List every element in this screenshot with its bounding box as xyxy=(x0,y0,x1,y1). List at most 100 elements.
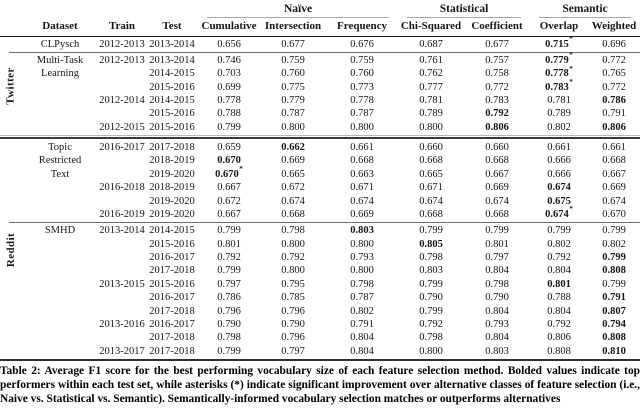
cell-value: 0.791 xyxy=(602,108,626,120)
cell-test: 2015-2016 xyxy=(149,81,195,93)
cell-value: 0.790 xyxy=(485,292,509,304)
significance-star: * xyxy=(239,164,243,174)
cell-value: 0.666 xyxy=(547,155,571,167)
cell-value: 0.804 xyxy=(485,332,509,344)
cell-value: 0.781 xyxy=(547,95,571,107)
cell-value: 0.798 xyxy=(217,332,241,344)
cell-value: 0.787 xyxy=(350,292,374,304)
cell-value: 0.799 xyxy=(217,265,241,277)
cell-value: 0.790 xyxy=(217,319,241,331)
cell-value: 0.760 xyxy=(281,68,305,80)
cell-train: 2016-2018 xyxy=(99,182,145,194)
platform-label: Twitter xyxy=(5,67,18,105)
table-row: 2019-2020 0.670* 0.665 0.663 0.665 0.667 0.666… xyxy=(98,165,640,181)
cell-test: 2019-2020 xyxy=(149,195,195,207)
dataset-name: CLPysch xyxy=(22,38,98,51)
cell-value: 0.793 xyxy=(485,319,509,331)
group-label-semantic: Semantic xyxy=(562,3,608,16)
cell-train: 2016-2019 xyxy=(99,208,145,220)
cell-value: 0.761 xyxy=(419,54,443,66)
cell-value: 0.799 xyxy=(547,225,571,237)
cell-value: 0.669 xyxy=(602,182,626,194)
cell-value: 0.800 xyxy=(419,345,443,357)
cell-value: 0.804 xyxy=(485,265,509,277)
cell-value: 0.668 xyxy=(602,155,626,167)
cell-train: 2012-2013 xyxy=(99,38,145,50)
cell-value: 0.757 xyxy=(485,54,509,66)
cell-value: 0.792 xyxy=(485,108,509,120)
cell-value: 0.667 xyxy=(217,182,241,194)
table-row: 2013-2016 2016-2017 0.790 0.790 0.791 0.792 0.… xyxy=(98,318,640,331)
cell-value: 0.715* xyxy=(545,34,573,50)
dataset-name: Topic Restricted Text xyxy=(22,141,98,221)
cell-value: 0.797 xyxy=(217,278,241,290)
cell-value: 0.806 xyxy=(547,332,571,344)
cell-test: 2016-2017 xyxy=(149,252,195,264)
cell-value: 0.775 xyxy=(281,81,305,93)
cell-train xyxy=(98,81,146,94)
column-header-intersection: Intersection xyxy=(264,20,322,32)
cell-train: 2013-2017 xyxy=(99,345,145,357)
cell-test: 2018-2019 xyxy=(149,182,195,194)
cell-value: 0.671 xyxy=(350,182,374,194)
cell-value: 0.762 xyxy=(419,68,443,80)
cell-train: 2012-2015 xyxy=(99,121,145,133)
cell-value: 0.802 xyxy=(547,238,571,250)
cell-value: 0.800 xyxy=(281,265,305,277)
cell-value: 0.803 xyxy=(350,225,374,237)
cell-train: 2016-2017 xyxy=(99,141,145,153)
table-row: 2019-2020 0.672 0.674 0.674 0.674 0.674 0.675 0… xyxy=(98,195,640,208)
cell-train: 2013-2014 xyxy=(99,225,145,237)
cell-value: 0.703 xyxy=(217,68,241,80)
column-header-coefficient: Coefficient xyxy=(471,20,523,32)
cell-value: 0.660 xyxy=(485,141,509,153)
table-row: 2015-2016 0.699 0.775 0.773 0.777 0.772 0.783*… xyxy=(98,78,640,94)
cell-value: 0.674 xyxy=(281,195,305,207)
column-header-row: Dataset Train Test Cumulative Intersecti… xyxy=(0,19,640,34)
cell-value: 0.799 xyxy=(217,345,241,357)
cell-value: 0.661 xyxy=(350,141,374,153)
cell-value: 0.796 xyxy=(217,305,241,317)
cell-value: 0.791 xyxy=(602,292,626,304)
dataset-name-line: SMHD xyxy=(44,225,76,237)
cell-value: 0.807 xyxy=(602,305,626,317)
table-row: 2016-2018 2018-2019 0.667 0.672 0.671 0.671 0.… xyxy=(98,181,640,194)
cell-value: 0.786 xyxy=(217,292,241,304)
cell-value: 0.793 xyxy=(350,252,374,264)
cell-value: 0.800 xyxy=(281,121,305,133)
cell-train xyxy=(98,291,146,304)
column-header-overlap: Overlap xyxy=(539,20,579,32)
table-row: 2013-2014 2014-2015 0.799 0.798 0.803 0.799 0.… xyxy=(98,224,640,237)
cell-value: 0.662 xyxy=(281,141,305,153)
table-row: 2016-2019 2019-2020 0.667 0.668 0.669 0.668 0.… xyxy=(98,205,640,221)
cell-test: 2013-2014 xyxy=(149,54,195,66)
table-row: 2017-2018 0.798 0.796 0.804 0.798 0.804 0.806 0… xyxy=(98,331,640,344)
cell-value: 0.804 xyxy=(547,265,571,277)
platform-label-column: Reddit xyxy=(0,141,22,358)
group-underline xyxy=(207,16,389,18)
cell-value: 0.787 xyxy=(350,108,374,120)
cell-value: 0.801 xyxy=(217,238,241,250)
dataset-name-line: Learning xyxy=(41,68,79,80)
table-row: 2017-2018 0.799 0.800 0.800 0.803 0.804 0.804 0… xyxy=(98,264,640,277)
cell-value: 0.759 xyxy=(281,54,305,66)
cell-value: 0.665 xyxy=(419,168,443,180)
cell-value: 0.806 xyxy=(602,121,626,133)
cell-value: 0.778 xyxy=(350,95,374,107)
cell-value: 0.778* xyxy=(545,63,573,80)
cell-value: 0.668 xyxy=(281,208,305,220)
cell-value: 0.677 xyxy=(485,38,509,50)
group-header-semantic: Semantic xyxy=(530,3,640,18)
cell-test: 2015-2016 xyxy=(149,278,195,290)
cell-value: 0.799 xyxy=(602,278,626,290)
dataset-rows: 2013-2014 2014-2015 0.799 0.798 0.803 0.799 0.… xyxy=(98,224,640,358)
cell-value: 0.808 xyxy=(602,265,626,277)
cell-train xyxy=(98,67,146,80)
dataset-name-line: Topic xyxy=(48,141,72,153)
column-header-test: Test xyxy=(162,20,182,32)
cell-value: 0.663 xyxy=(350,168,374,180)
cell-value: 0.665 xyxy=(281,168,305,180)
cell-value: 0.808 xyxy=(547,345,571,357)
cell-value: 0.801 xyxy=(547,278,571,290)
cell-value: 0.661 xyxy=(547,141,571,153)
